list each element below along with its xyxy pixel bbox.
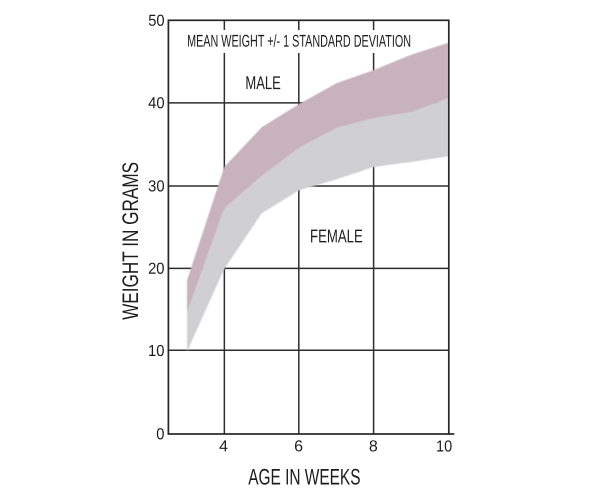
svg-text:MALE: MALE <box>245 72 280 93</box>
svg-text:0: 0 <box>156 426 164 443</box>
svg-text:AGE IN WEEKS: AGE IN WEEKS <box>248 464 360 489</box>
svg-text:8: 8 <box>369 438 378 455</box>
svg-text:WEIGHT IN GRAMS: WEIGHT IN GRAMS <box>118 162 143 320</box>
svg-text:6: 6 <box>294 438 303 455</box>
svg-text:20: 20 <box>148 261 165 278</box>
svg-text:MEAN WEIGHT +/- 1 STANDARD DEV: MEAN WEIGHT +/- 1 STANDARD DEVIATION <box>187 32 411 51</box>
svg-text:30: 30 <box>148 178 165 195</box>
svg-text:50: 50 <box>148 13 165 30</box>
svg-text:10: 10 <box>148 343 165 360</box>
svg-text:10: 10 <box>436 438 452 455</box>
svg-text:FEMALE: FEMALE <box>310 225 363 246</box>
svg-text:4: 4 <box>219 438 228 455</box>
svg-text:40: 40 <box>148 95 165 112</box>
